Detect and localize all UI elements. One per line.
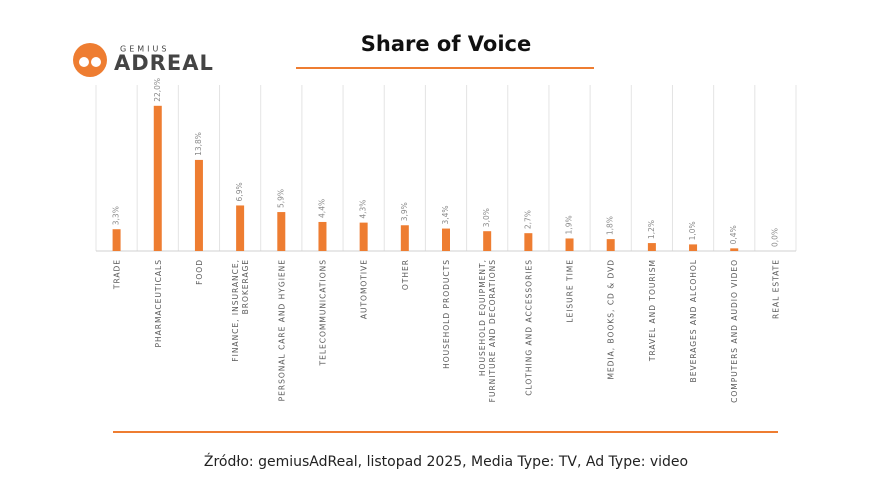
x-tick-label: HOUSEHOLD PRODUCTS — [442, 259, 451, 369]
bar — [359, 222, 368, 251]
x-tick-label: CLOTHING AND ACCESSORIES — [524, 259, 533, 396]
x-tick-label: TELECOMMUNICATIONS — [318, 259, 327, 366]
bar — [400, 225, 409, 251]
logo: GEMIUS ADREAL — [73, 43, 214, 77]
value-label: 6,9% — [235, 182, 244, 201]
x-tick-label: PHARMACEUTICALS — [154, 259, 163, 348]
value-label: 3,4% — [441, 205, 450, 224]
x-tick-label: REAL ESTATE — [771, 259, 780, 319]
logo-icon-lens — [79, 57, 89, 67]
bar — [647, 243, 656, 251]
bar — [689, 244, 698, 251]
value-label: 0,0% — [770, 228, 779, 247]
x-tick-label: BEVERAGES AND ALCOHOL — [689, 259, 698, 382]
x-tick-label: PERSONAL CARE AND HYGIENE — [277, 259, 286, 401]
value-label: 1,2% — [647, 220, 656, 239]
value-label: 3,3% — [112, 206, 121, 225]
value-label: 0,4% — [729, 225, 738, 244]
bar — [442, 228, 450, 251]
bar — [606, 239, 615, 251]
bar — [318, 221, 327, 251]
bar — [524, 233, 533, 251]
bar — [112, 229, 121, 251]
x-tick-label: COMPUTERS AND AUDIO VIDEO — [730, 259, 739, 403]
x-tick-label: LEISURE TIME — [566, 259, 575, 323]
bar — [194, 159, 203, 251]
chart-title: Share of Voice — [361, 32, 531, 56]
bar — [153, 105, 162, 251]
value-label: 1,8% — [606, 216, 615, 235]
x-tick-label: FINANCE, INSURANCE,BROKERAGE — [231, 259, 250, 362]
value-label: 1,0% — [688, 221, 697, 240]
value-label: 5,9% — [276, 189, 285, 208]
value-label: 4,3% — [359, 200, 368, 219]
value-label: 2,7% — [523, 210, 532, 229]
bar — [483, 231, 492, 251]
logo-product: ADREAL — [114, 51, 214, 75]
value-label: 3,9% — [400, 202, 409, 221]
bar — [236, 205, 245, 251]
value-label: 3,0% — [482, 208, 491, 227]
value-label: 1,9% — [565, 215, 574, 234]
x-tick-label: HOUSEHOLD EQUIPMENT,FURNITURE AND DECORA… — [478, 259, 497, 402]
source-note: Źródło: gemiusAdReal, listopad 2025, Med… — [204, 452, 688, 470]
x-tick-label: MEDIA, BOOKS, CD & DVD — [607, 259, 616, 380]
x-tick-label: TRAVEL AND TOURISM — [648, 259, 657, 362]
logo-brand: GEMIUS — [120, 45, 169, 54]
x-tick-label: FOOD — [195, 259, 204, 285]
value-label: 22,0% — [153, 78, 162, 102]
logo-icon-lens — [91, 57, 101, 67]
x-tick-label: AUTOMOTIVE — [360, 259, 369, 319]
logo-icon — [73, 43, 107, 77]
value-label: 4,4% — [317, 199, 326, 218]
x-tick-label: OTHER — [401, 259, 410, 290]
x-tick-label: TRADE — [113, 259, 122, 290]
bar — [277, 212, 286, 251]
bar — [730, 248, 739, 251]
value-label: 13,8% — [194, 132, 203, 156]
bar — [565, 238, 574, 251]
